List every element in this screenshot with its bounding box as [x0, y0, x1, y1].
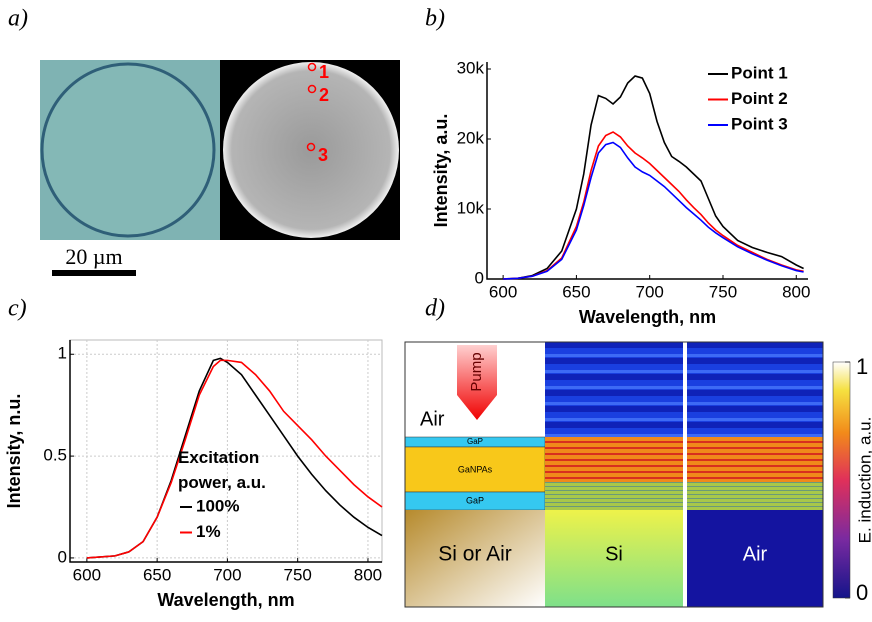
point-marker: [307, 84, 317, 94]
legend-title: Excitation power, a.u.: [178, 448, 266, 492]
x-tick-label: 700: [636, 282, 664, 301]
colorbar-tick-label: 0: [856, 580, 868, 605]
divider: [683, 342, 687, 607]
x-tick-label: 800: [782, 282, 810, 301]
scale-bar: [52, 270, 136, 276]
series-line: [503, 141, 804, 280]
field-map: [687, 437, 823, 482]
legend-label: Point 2: [731, 89, 788, 108]
colorbar-tick-label: 1: [856, 354, 868, 379]
substrate: [405, 510, 545, 607]
field-map: [687, 342, 823, 437]
simulation-panel: Pump Air GaP GaNPAs GaP Si or Air Si Air…: [404, 341, 872, 608]
y-axis-label: Intensity, a.u.: [431, 114, 451, 228]
layer-label: GaP: [466, 495, 484, 505]
x-tick-label: 650: [143, 565, 171, 584]
x-tick-label: 750: [709, 282, 737, 301]
series-line: [503, 131, 804, 280]
legend-label: 1%: [196, 522, 221, 541]
field-map: [545, 482, 683, 510]
ganpas-layer: [404, 446, 546, 493]
y-axis-label: Intensity, n.u.: [4, 394, 24, 509]
field-map: [687, 482, 823, 510]
y-tick-label: 0: [475, 268, 484, 287]
series-line: [86, 359, 383, 559]
panel-label: a): [8, 6, 28, 32]
legend-title-box: Excitation power, a.u.: [178, 448, 266, 492]
y-tick-label: 1: [58, 344, 67, 363]
point-marker: [306, 142, 316, 152]
y-tick-label: 10k: [457, 198, 485, 217]
axis-line: [486, 62, 808, 280]
axis-line: [69, 340, 382, 563]
point-label: 1: [319, 62, 329, 82]
layer-label: Si or Air: [438, 543, 512, 566]
column-label: Si: [605, 543, 623, 565]
x-tick-label: 600: [73, 565, 101, 584]
y-tick-label: 20k: [457, 128, 485, 147]
layer-label: GaP: [467, 437, 483, 446]
layer-label: GaNPAs: [458, 464, 493, 474]
y-tick-label: 30k: [457, 58, 485, 77]
x-tick-label: 700: [213, 565, 241, 584]
x-axis-label: Wavelength, nm: [579, 307, 716, 327]
colorbar: [832, 361, 851, 599]
legend-label: 100%: [196, 496, 239, 515]
x-tick-label: 750: [283, 565, 311, 584]
x-axis-label: Wavelength, nm: [157, 590, 294, 610]
frame: [404, 341, 824, 608]
disk: [40, 62, 216, 238]
x-tick-label: 650: [562, 282, 590, 301]
panel-label: d): [425, 296, 445, 322]
field-map: [545, 342, 683, 437]
y-tick-label: 0.5: [43, 446, 67, 465]
y-tick-label: 0: [58, 547, 67, 566]
layer-label: Air: [420, 408, 445, 430]
point-marker: [307, 62, 317, 72]
series-line: [503, 75, 804, 280]
panel-label: c): [8, 296, 27, 322]
x-tick-label: 600: [489, 282, 517, 301]
pump-label: Pump: [468, 352, 485, 391]
field-map: [687, 510, 823, 607]
scale-bar-label: 20 µm: [65, 244, 122, 269]
field-map: [545, 510, 683, 607]
legend-label: Point 3: [731, 114, 788, 133]
x-tick-label: 800: [354, 565, 382, 584]
colorbar-label: E. induction, a.u.: [855, 417, 872, 544]
field-map: [545, 437, 683, 482]
pump-arrow: [457, 345, 497, 420]
point-label: 3: [318, 145, 328, 165]
microscopy-panel: 1 2 3 20 µm: [40, 60, 400, 276]
panel-label: b): [425, 6, 445, 32]
legend-label: Point 1: [731, 63, 788, 82]
point-label: 2: [319, 85, 329, 105]
column-label: Air: [743, 543, 768, 565]
